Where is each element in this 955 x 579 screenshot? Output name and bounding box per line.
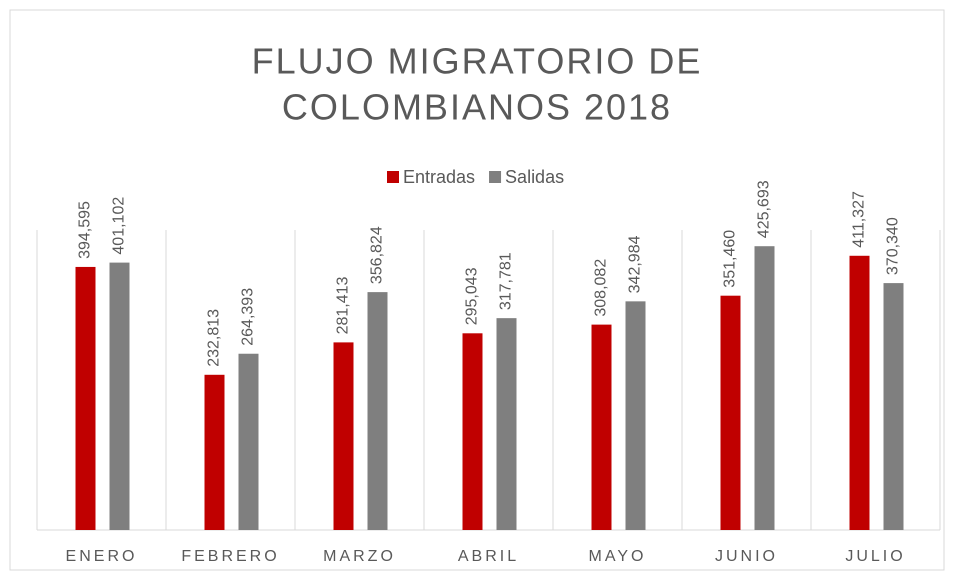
value-label: 370,340 xyxy=(885,217,902,275)
x-tick-label: JUNIO xyxy=(715,548,778,565)
bar xyxy=(109,262,130,530)
value-label: 264,393 xyxy=(240,288,257,346)
legend-swatch xyxy=(387,171,399,183)
x-tick-label: FEBRERO xyxy=(181,548,279,565)
bar xyxy=(238,353,259,530)
bar xyxy=(591,324,612,530)
value-label: 281,413 xyxy=(335,276,352,334)
x-tick-label: MARZO xyxy=(323,548,396,565)
bar xyxy=(883,283,904,530)
value-label: 425,693 xyxy=(756,180,773,238)
x-tick-label: ABRIL xyxy=(458,548,519,565)
chart-title: COLOMBIANOS 2018 xyxy=(282,87,672,128)
bar xyxy=(496,318,517,530)
legend-label: Entradas xyxy=(403,167,475,187)
value-label: 401,102 xyxy=(111,197,128,255)
bar xyxy=(333,342,354,530)
value-label: 295,043 xyxy=(464,267,481,325)
value-label: 308,082 xyxy=(593,259,610,317)
bar xyxy=(367,292,388,530)
bar xyxy=(625,301,646,530)
bar xyxy=(204,374,225,530)
value-label: 394,595 xyxy=(77,201,94,259)
legend-label: Salidas xyxy=(505,167,564,187)
chart-title: FLUJO MIGRATORIO DE xyxy=(252,41,703,82)
bar xyxy=(462,333,483,530)
legend-swatch xyxy=(489,171,502,183)
bar xyxy=(75,266,96,530)
value-label: 342,984 xyxy=(627,235,644,293)
bar xyxy=(720,295,741,530)
value-label: 351,460 xyxy=(722,230,739,288)
x-tick-label: JULIO xyxy=(845,548,905,565)
bar xyxy=(754,246,775,531)
bar xyxy=(849,255,870,531)
value-label: 317,781 xyxy=(498,252,515,310)
value-label: 411,327 xyxy=(851,191,868,248)
x-tick-label: ENERO xyxy=(66,548,138,565)
x-tick-label: MAYO xyxy=(589,548,647,565)
value-label: 232,813 xyxy=(206,309,223,367)
value-label: 356,824 xyxy=(369,226,386,284)
